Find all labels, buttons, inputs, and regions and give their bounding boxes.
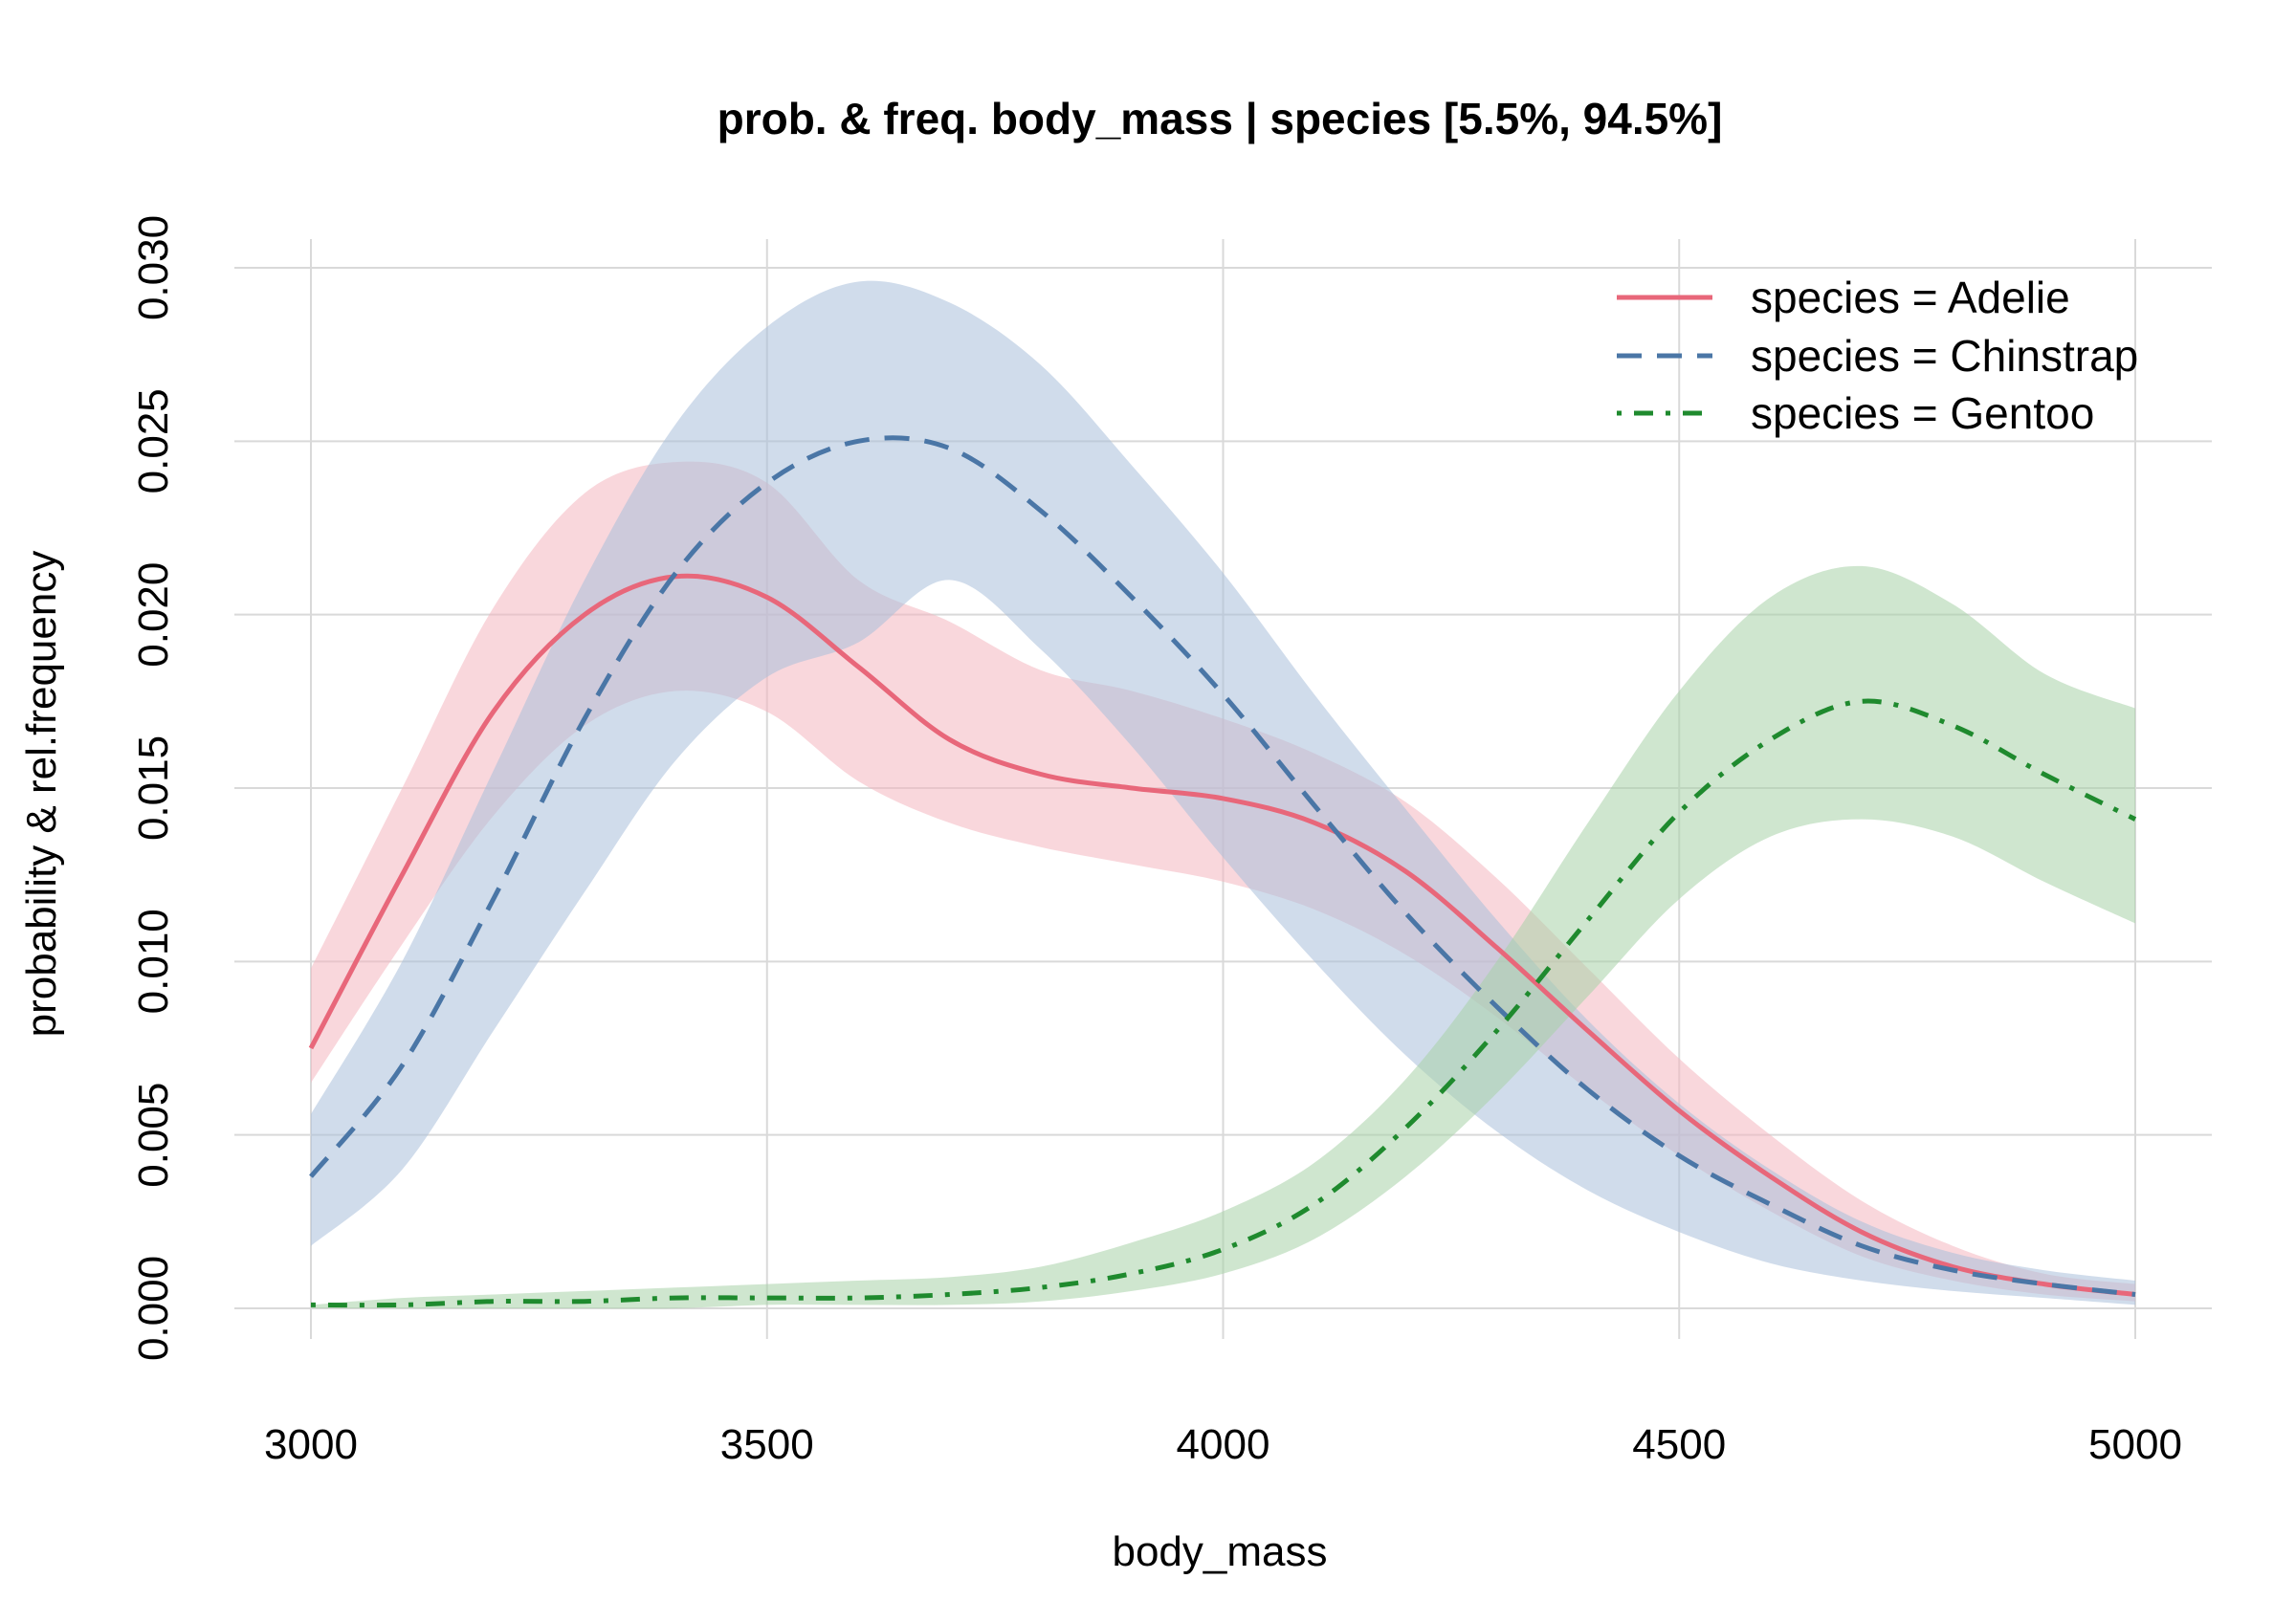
y-tick-label: 0.025 [130,388,177,493]
line-series-2 [310,698,2137,1308]
band-series-2 [311,565,2135,1309]
y-tick-label: 0.000 [130,1256,177,1361]
legend-label-0: species = Adelie [1751,273,2070,322]
y-tick-label: 0.005 [130,1083,177,1188]
tick-labels: 3000 3500 4000 4500 5000 0.000 0.005 0.010 0.015… [130,215,2182,1468]
x-tick-label: 4500 [1632,1421,1726,1468]
x-tick-label: 5000 [2088,1421,2182,1468]
x-tick-label: 4000 [1177,1421,1270,1468]
x-tick-label: 3500 [720,1421,814,1468]
band-series-1 [311,280,2135,1305]
x-tick-label: 3000 [264,1421,358,1468]
confidence-bands [311,280,2135,1309]
legend-label-2: species = Gentoo [1751,388,2094,438]
line-series-0 [308,573,2136,1297]
y-axis-label: probability & rel.frequency [18,551,65,1038]
x-axis-label: body_mass [1112,1528,1327,1575]
legend-label-1: species = Chinstrap [1751,331,2138,381]
y-tick-label: 0.020 [130,562,177,668]
y-tick-label: 0.010 [130,909,177,1014]
y-tick-label: 0.015 [130,735,177,841]
legend: species = Adelie species = Chinstrap speci… [1617,273,2138,438]
line-series-1 [309,435,2136,1297]
series-lines [308,435,2137,1308]
y-tick-label: 0.030 [130,215,177,320]
chart-title: prob. & freq. body_mass | species [5.5%,… [718,94,1723,143]
